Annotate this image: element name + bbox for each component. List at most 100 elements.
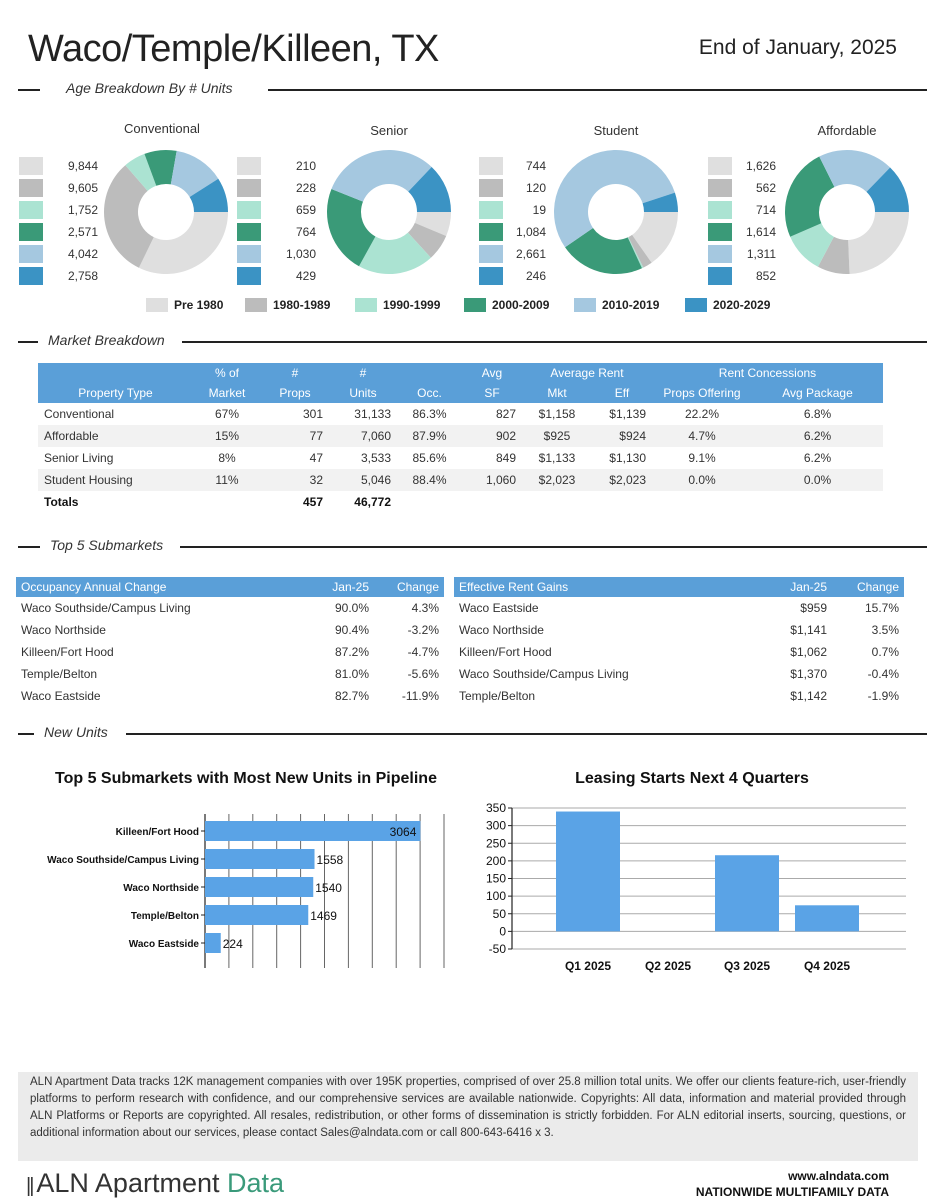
legend-swatch <box>479 267 503 285</box>
legend-label: 1980-1989 <box>273 298 331 312</box>
donut-value: 1,626 <box>745 159 776 173</box>
donut-value: 744 <box>525 159 546 173</box>
mb-header-props: Props <box>261 383 329 403</box>
legend-label: 1990-1999 <box>383 298 441 312</box>
donut-slice <box>407 222 447 258</box>
table-cell: 81.0% <box>334 667 369 681</box>
table-cell: Student Housing <box>38 469 193 491</box>
table-cell: Waco Southside/Campus Living <box>459 667 629 681</box>
legend-swatch <box>708 179 732 197</box>
legend-swatch <box>574 298 596 312</box>
legend-swatch <box>237 223 261 241</box>
donut-title: Affordable <box>817 123 877 138</box>
table-cell: -11.9% <box>401 689 439 703</box>
legend-item: 2000-2009 <box>464 298 549 312</box>
table-cell: $925 <box>522 425 592 447</box>
brand-name: ALN Apartment <box>36 1168 227 1198</box>
donut-slice <box>327 188 376 267</box>
table-cell: 15.7% <box>864 601 899 615</box>
table-cell: Temple/Belton <box>459 689 536 703</box>
table-cell: 88.4% <box>397 469 462 491</box>
table-row: Affordable 15% 77 7,060 87.9% 902 $925 $924 4.7%… <box>38 425 883 447</box>
mb-header-sf: SF <box>462 383 522 403</box>
table-cell: -5.6% <box>407 667 439 681</box>
table-cell: $924 <box>592 425 652 447</box>
legend-swatch <box>245 298 267 312</box>
legend-swatch <box>708 157 732 175</box>
y-tick-label: 200 <box>486 854 506 868</box>
y-tick-label: 350 <box>486 801 506 815</box>
x-tick-label: Q3 2025 <box>724 959 770 973</box>
table-row: Temple/Belton 81.0% -5.6% <box>16 663 444 685</box>
table-cell <box>462 491 522 513</box>
brand-accent: Data <box>227 1168 285 1198</box>
pipeline-chart-title: Top 5 Submarkets with Most New Units in … <box>55 770 437 787</box>
donut-title: Conventional <box>124 121 200 136</box>
donut-slice <box>565 227 642 274</box>
table-cell: Waco Eastside <box>459 601 539 615</box>
legend-swatch <box>479 179 503 197</box>
bar <box>205 877 314 897</box>
table-cell: 1,060 <box>462 469 522 491</box>
data-label: 1469 <box>310 909 337 923</box>
legend-label: Pre 1980 <box>174 298 224 312</box>
bar <box>205 849 315 869</box>
table-cell: 8% <box>218 451 236 465</box>
legend-swatch <box>237 201 261 219</box>
table-cell: Temple/Belton <box>21 667 98 681</box>
website-link[interactable]: www.alndata.com <box>788 1169 889 1183</box>
donut-title: Student <box>593 123 639 138</box>
table-cell: 11% <box>193 469 261 491</box>
leasing-bar-chart: 350 300 250 200 150 100 50 0 -50 Q1 2025 Q2 2025 Q3… <box>486 801 906 973</box>
legend-label: 2010-2019 <box>602 298 660 312</box>
donut-value: 2,571 <box>67 225 98 239</box>
table-cell: Affordable <box>38 425 193 447</box>
mb-header-props-offering: Props Offering <box>652 383 752 403</box>
occupancy-change-table: Occupancy Annual Change Jan-25 Change Wa… <box>16 577 444 707</box>
rent-header-change: Change <box>832 577 904 597</box>
donut-value: 562 <box>755 181 776 195</box>
donut-slice <box>331 150 432 202</box>
table-cell: 7,060 <box>329 425 397 447</box>
data-label: 1540 <box>315 881 342 895</box>
legend-label: 2020-2029 <box>713 298 771 312</box>
donut-slice <box>627 237 644 269</box>
table-cell: $1,142 <box>790 689 827 703</box>
occ-header-name: Occupancy Annual Change <box>16 577 302 597</box>
bar <box>715 855 779 932</box>
table-cell: 77 <box>261 425 329 447</box>
bar <box>205 821 421 841</box>
legend-item: 1990-1999 <box>355 298 440 312</box>
section-top5-label: Top 5 Submarkets <box>40 537 174 553</box>
bar <box>795 905 859 932</box>
table-cell: $2,023 <box>522 469 592 491</box>
table-cell: $1,370 <box>790 667 827 681</box>
donut-value: 764 <box>295 225 316 239</box>
occ-header-change: Change <box>374 577 444 597</box>
category-label: Waco Southside/Campus Living <box>47 855 199 866</box>
donut-chart <box>554 150 678 274</box>
table-cell: 827 <box>495 407 516 421</box>
table-cell: -0.4% <box>867 667 899 681</box>
table-cell <box>193 491 261 513</box>
table-cell: 4.7% <box>652 425 752 447</box>
table-cell: $1,141 <box>790 623 827 637</box>
legend-swatch <box>479 223 503 241</box>
table-cell: Conventional <box>44 407 115 421</box>
legend-swatch <box>237 267 261 285</box>
table-cell: 0.0% <box>652 469 752 491</box>
legend-swatch <box>708 245 732 263</box>
table-cell: Killeen/Fort Hood <box>459 645 552 659</box>
age-legend: Pre 1980 1980-1989 1990-1999 2000-2009 2010-… <box>0 298 935 316</box>
legend-swatch <box>19 245 43 263</box>
table-cell <box>522 491 592 513</box>
section-new-units: New Units <box>0 724 935 744</box>
table-cell: $2,023 <box>592 469 652 491</box>
donut-slice <box>144 150 177 186</box>
pipeline-bar-chart: Killeen/Fort Hood 3064 Waco Southside/Camp… <box>47 814 445 968</box>
page-title: Waco/Temple/Killeen, TX <box>28 28 439 70</box>
donut-slice <box>414 212 451 236</box>
rent-gains-table: Effective Rent Gains Jan-25 Change Waco … <box>454 577 904 707</box>
x-tick-label: Q2 2025 <box>645 959 691 973</box>
donut-slice <box>819 150 891 192</box>
